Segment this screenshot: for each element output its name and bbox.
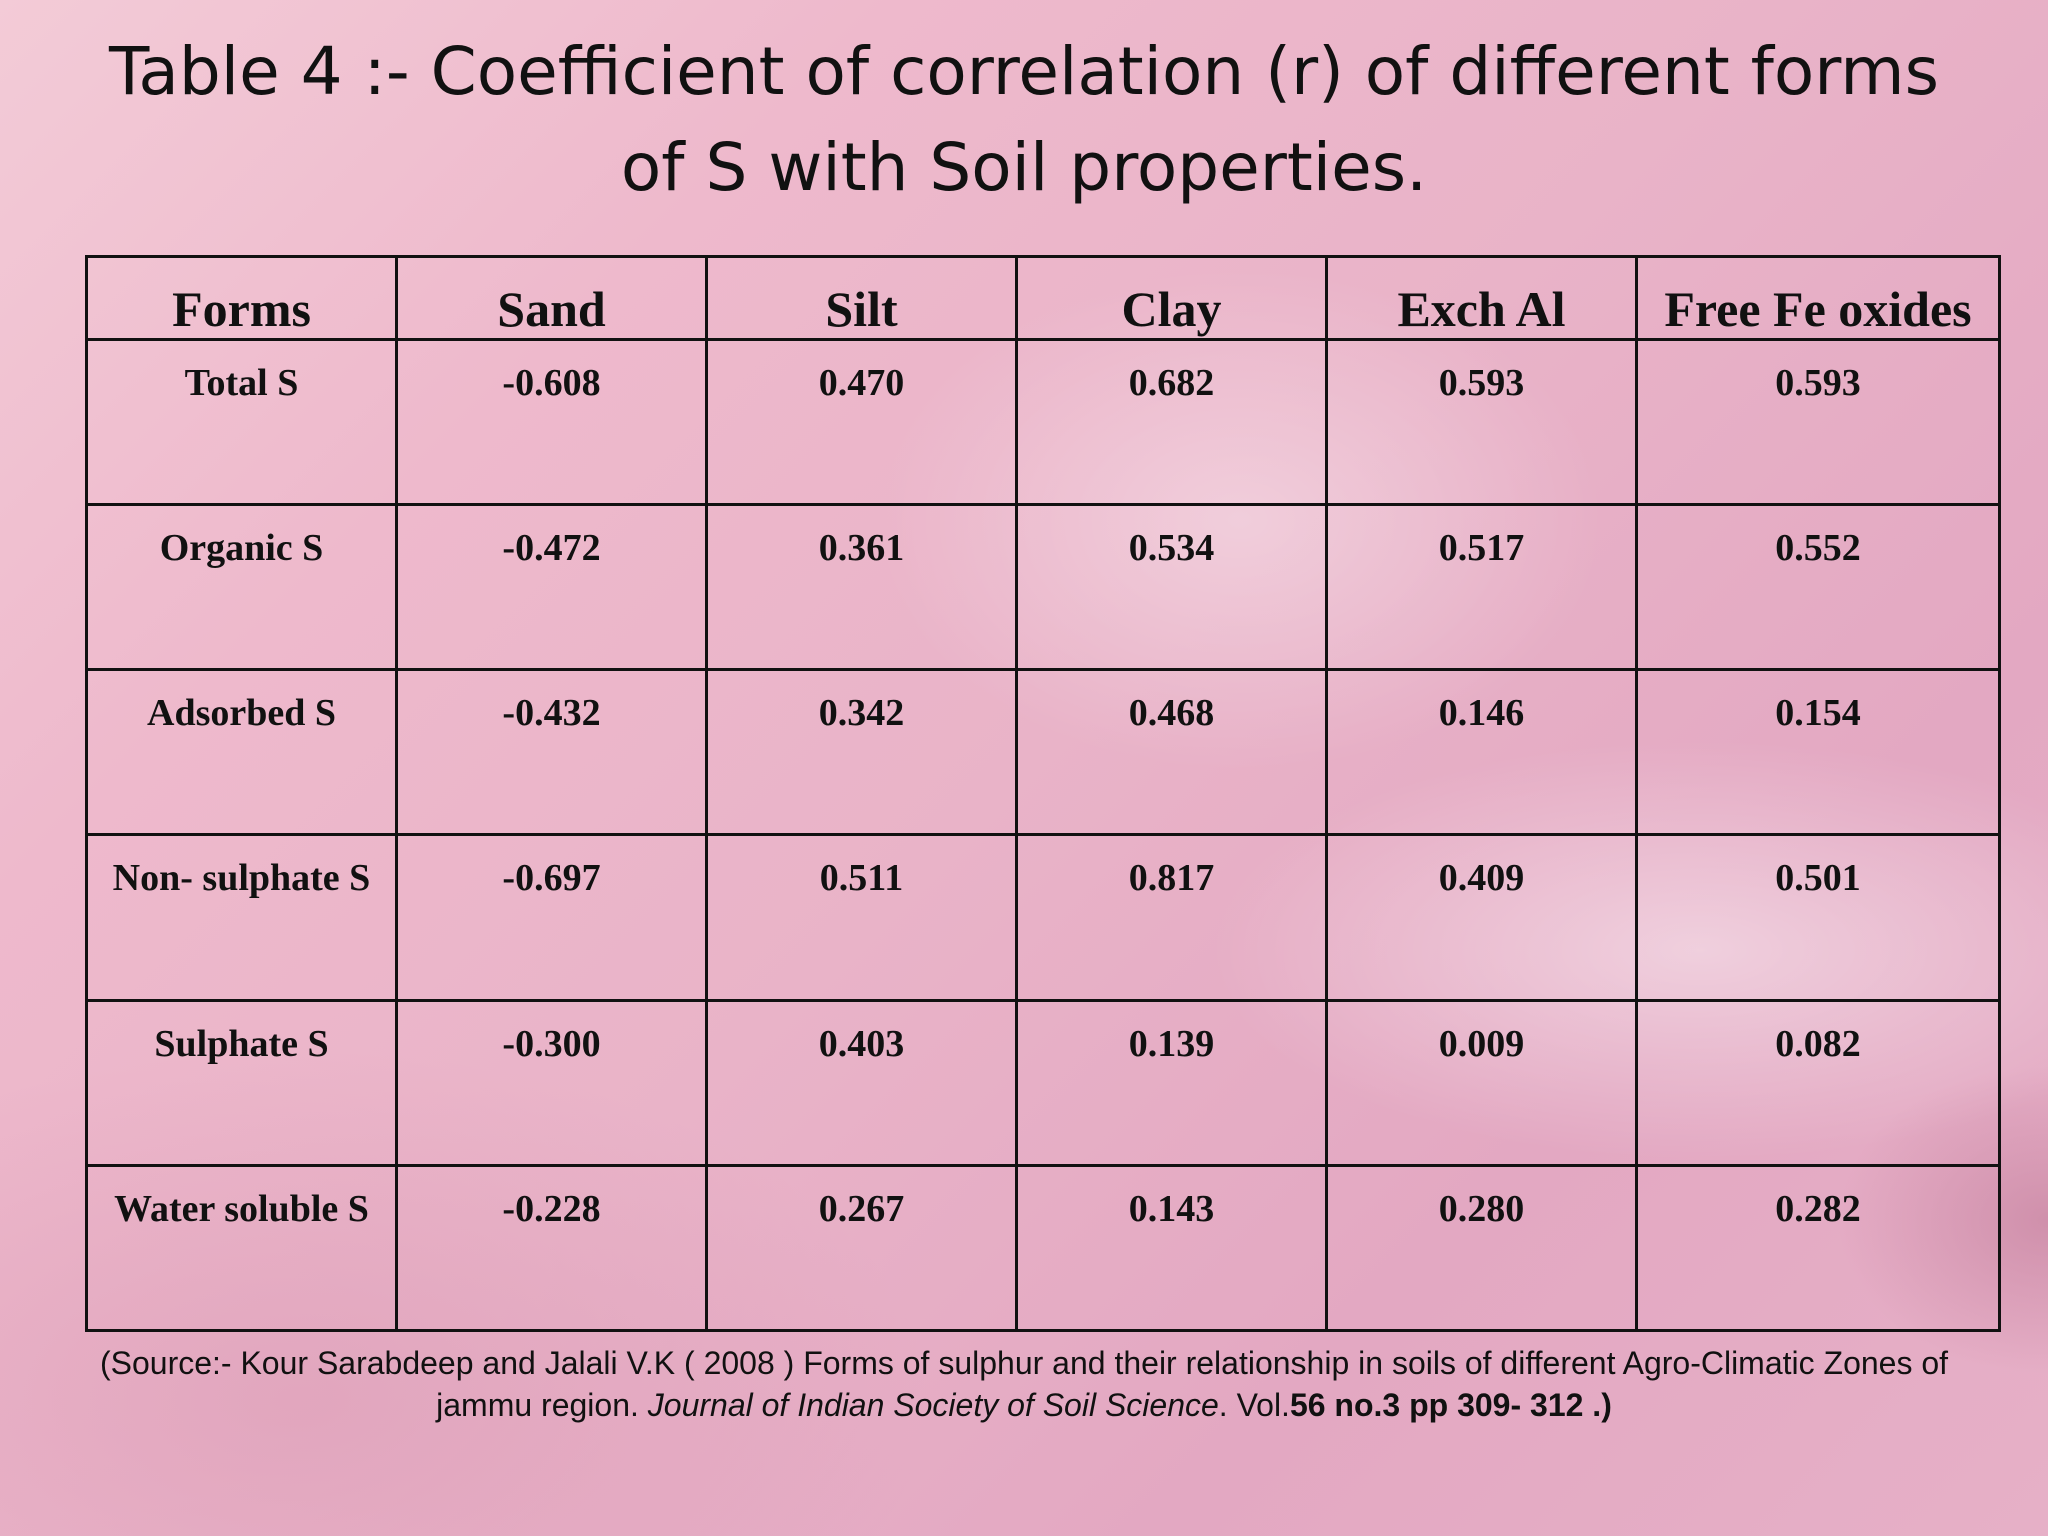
table-row: Sulphate S -0.300 0.403 0.139 0.009 0.08… [85, 998, 2001, 1167]
cell-form: Total S [85, 337, 398, 507]
cell-free-fe-oxides: 0.501 [1635, 833, 2001, 1002]
cell-free-fe-oxides: 0.282 [1635, 1163, 2001, 1333]
correlation-table: Forms Sand Silt Clay Exch Al Free Fe oxi… [85, 255, 2001, 1333]
correlation-table-container: Forms Sand Silt Clay Exch Al Free Fe oxi… [85, 255, 2001, 1333]
cell-exch-al: 0.009 [1325, 998, 1638, 1167]
cell-exch-al: 0.146 [1325, 668, 1638, 837]
source-volume: 56 no.3 pp 309- 312 .) [1289, 1387, 1612, 1423]
cell-exch-al: 0.409 [1325, 833, 1638, 1002]
table-row: Adsorbed S -0.432 0.342 0.468 0.146 0.15… [85, 668, 2001, 837]
cell-free-fe-oxides: 0.154 [1635, 668, 2001, 837]
cell-clay: 0.534 [1015, 503, 1328, 672]
cell-form: Sulphate S [85, 998, 398, 1167]
cell-free-fe-oxides: 0.082 [1635, 998, 2001, 1167]
cell-exch-al: 0.593 [1325, 337, 1638, 507]
cell-silt: 0.403 [705, 998, 1018, 1167]
cell-form: Water soluble S [85, 1163, 398, 1333]
cell-exch-al: 0.517 [1325, 503, 1638, 672]
title-line-1: Table 4 :- Coefficient of correlation (r… [109, 33, 1939, 110]
cell-form: Organic S [85, 503, 398, 672]
cell-silt: 0.361 [705, 503, 1018, 672]
cell-sand: -0.432 [395, 668, 708, 837]
cell-sand: -0.228 [395, 1163, 708, 1333]
header-sand: Sand [395, 255, 708, 341]
cell-clay: 0.682 [1015, 337, 1328, 507]
source-journal: Journal of Indian Society of Soil Scienc… [647, 1387, 1219, 1423]
cell-free-fe-oxides: 0.593 [1635, 337, 2001, 507]
header-exch-al: Exch Al [1325, 255, 1638, 341]
cell-sand: -0.608 [395, 337, 708, 507]
cell-silt: 0.470 [705, 337, 1018, 507]
cell-form: Adsorbed S [85, 668, 398, 837]
header-free-fe-oxides: Free Fe oxides [1635, 255, 2001, 341]
cell-free-fe-oxides: 0.552 [1635, 503, 2001, 672]
header-silt: Silt [705, 255, 1018, 341]
table-row: Organic S -0.472 0.361 0.534 0.517 0.552 [85, 503, 2001, 672]
cell-clay: 0.139 [1015, 998, 1328, 1167]
header-forms: Forms [85, 255, 398, 341]
cell-clay: 0.468 [1015, 668, 1328, 837]
cell-silt: 0.511 [705, 833, 1018, 1002]
table-row: Total S -0.608 0.470 0.682 0.593 0.593 [85, 337, 2001, 507]
slide-title: Table 4 :- Coefficient of correlation (r… [60, 24, 1988, 216]
cell-sand: -0.300 [395, 998, 708, 1167]
source-line-2-plain: jammu region. [436, 1387, 648, 1423]
cell-form: Non- sulphate S [85, 833, 398, 1002]
table-row: Water soluble S -0.228 0.267 0.143 0.280… [85, 1163, 2001, 1333]
source-citation: (Source:- Kour Sarabdeep and Jalali V.K … [10, 1342, 2038, 1426]
cell-exch-al: 0.280 [1325, 1163, 1638, 1333]
cell-clay: 0.143 [1015, 1163, 1328, 1333]
source-line-1: (Source:- Kour Sarabdeep and Jalali V.K … [99, 1345, 1949, 1381]
source-vol-prefix: . Vol. [1218, 1387, 1290, 1423]
cell-sand: -0.697 [395, 833, 708, 1002]
title-line-2: of S with Soil properties. [620, 129, 1428, 206]
header-clay: Clay [1015, 255, 1328, 341]
cell-silt: 0.342 [705, 668, 1018, 837]
cell-clay: 0.817 [1015, 833, 1328, 1002]
cell-sand: -0.472 [395, 503, 708, 672]
table-header-row: Forms Sand Silt Clay Exch Al Free Fe oxi… [85, 255, 2001, 341]
cell-silt: 0.267 [705, 1163, 1018, 1333]
table-row: Non- sulphate S -0.697 0.511 0.817 0.409… [85, 833, 2001, 1002]
